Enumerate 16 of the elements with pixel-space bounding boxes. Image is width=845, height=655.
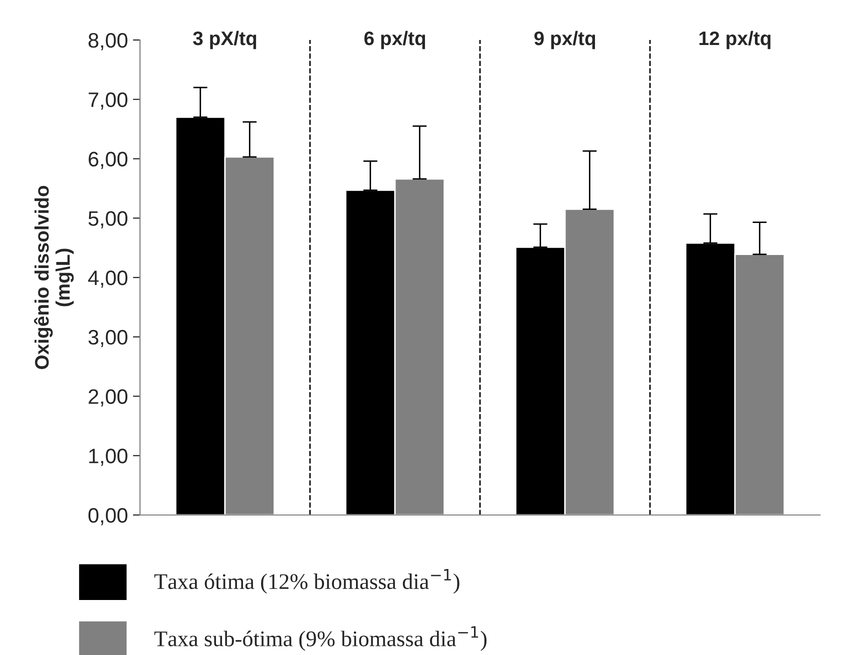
legend-label: Taxa sub-ótima (9% biomassa dia$^{−1}$) <box>154 626 487 651</box>
y-tick-label: 1,00 <box>89 448 128 466</box>
y-tick-label: 2,00 <box>88 389 128 406</box>
y-axis-title: Oxigênio dissolvido (mg\L) <box>34 186 74 370</box>
x-tick-label: 12 px/tq <box>699 30 770 50</box>
y-tick-label: 5,00 <box>88 211 128 228</box>
y-tick-label: 7,00 <box>88 92 128 110</box>
y-tick-label: 3,00 <box>88 330 128 348</box>
y-tick-label: 4,00 <box>88 270 128 288</box>
x-tick-label: 9 px/tq <box>534 30 596 50</box>
x-tick-label: 6 px/tq <box>364 30 426 50</box>
y-tick-label: 0,00 <box>88 508 128 526</box>
x-tick-label: 3 pX/tq <box>193 30 256 50</box>
y-tick-label: 8,00 <box>88 33 128 50</box>
y-tick-label: 6,00 <box>88 152 128 169</box>
legend-label: Taxa ótima (12% biomassa dia$^{−1}$) <box>154 569 460 594</box>
